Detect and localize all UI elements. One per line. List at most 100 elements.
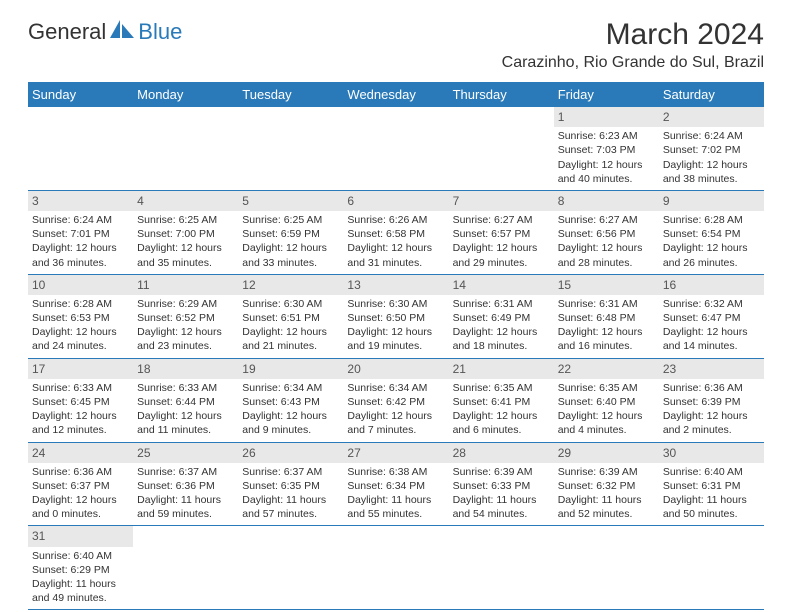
day-number: 20 bbox=[343, 359, 448, 379]
logo-sail-icon bbox=[110, 18, 136, 45]
day-cell: 2Sunrise: 6:24 AMSunset: 7:02 PMDaylight… bbox=[659, 107, 764, 190]
location-text: Carazinho, Rio Grande do Sul, Brazil bbox=[502, 54, 764, 72]
calendar-table: SundayMondayTuesdayWednesdayThursdayFrid… bbox=[28, 82, 764, 610]
day-number: 1 bbox=[554, 107, 659, 127]
day-number: 29 bbox=[554, 443, 659, 463]
empty-cell bbox=[238, 107, 343, 190]
day-details: Sunrise: 6:36 AMSunset: 6:39 PMDaylight:… bbox=[663, 381, 760, 438]
empty-cell bbox=[343, 526, 448, 610]
day-details: Sunrise: 6:39 AMSunset: 6:32 PMDaylight:… bbox=[558, 465, 655, 522]
day-number: 24 bbox=[28, 443, 133, 463]
day-details: Sunrise: 6:23 AMSunset: 7:03 PMDaylight:… bbox=[558, 129, 655, 186]
weekday-header: Sunday bbox=[28, 82, 133, 107]
month-title: March 2024 bbox=[502, 18, 764, 52]
day-details: Sunrise: 6:36 AMSunset: 6:37 PMDaylight:… bbox=[32, 465, 129, 522]
day-number: 21 bbox=[449, 359, 554, 379]
day-details: Sunrise: 6:30 AMSunset: 6:50 PMDaylight:… bbox=[347, 297, 444, 354]
day-details: Sunrise: 6:34 AMSunset: 6:42 PMDaylight:… bbox=[347, 381, 444, 438]
logo-text-general: General bbox=[28, 19, 106, 45]
day-cell: 25Sunrise: 6:37 AMSunset: 6:36 PMDayligh… bbox=[133, 442, 238, 526]
day-number: 13 bbox=[343, 275, 448, 295]
day-number: 15 bbox=[554, 275, 659, 295]
day-details: Sunrise: 6:35 AMSunset: 6:40 PMDaylight:… bbox=[558, 381, 655, 438]
day-details: Sunrise: 6:30 AMSunset: 6:51 PMDaylight:… bbox=[242, 297, 339, 354]
day-number: 12 bbox=[238, 275, 343, 295]
day-details: Sunrise: 6:40 AMSunset: 6:31 PMDaylight:… bbox=[663, 465, 760, 522]
header-right: March 2024 Carazinho, Rio Grande do Sul,… bbox=[502, 18, 764, 72]
day-number: 11 bbox=[133, 275, 238, 295]
day-number: 10 bbox=[28, 275, 133, 295]
day-cell: 22Sunrise: 6:35 AMSunset: 6:40 PMDayligh… bbox=[554, 358, 659, 442]
day-cell: 13Sunrise: 6:30 AMSunset: 6:50 PMDayligh… bbox=[343, 274, 448, 358]
weekday-header: Friday bbox=[554, 82, 659, 107]
day-cell: 19Sunrise: 6:34 AMSunset: 6:43 PMDayligh… bbox=[238, 358, 343, 442]
day-number: 31 bbox=[28, 526, 133, 546]
weekday-header: Saturday bbox=[659, 82, 764, 107]
day-cell: 18Sunrise: 6:33 AMSunset: 6:44 PMDayligh… bbox=[133, 358, 238, 442]
day-details: Sunrise: 6:27 AMSunset: 6:57 PMDaylight:… bbox=[453, 213, 550, 270]
day-number: 7 bbox=[449, 191, 554, 211]
day-number: 30 bbox=[659, 443, 764, 463]
day-number: 4 bbox=[133, 191, 238, 211]
day-cell: 30Sunrise: 6:40 AMSunset: 6:31 PMDayligh… bbox=[659, 442, 764, 526]
day-details: Sunrise: 6:24 AMSunset: 7:01 PMDaylight:… bbox=[32, 213, 129, 270]
day-details: Sunrise: 6:26 AMSunset: 6:58 PMDaylight:… bbox=[347, 213, 444, 270]
day-cell: 15Sunrise: 6:31 AMSunset: 6:48 PMDayligh… bbox=[554, 274, 659, 358]
day-number: 18 bbox=[133, 359, 238, 379]
weekday-row: SundayMondayTuesdayWednesdayThursdayFrid… bbox=[28, 82, 764, 107]
day-number: 6 bbox=[343, 191, 448, 211]
day-cell: 16Sunrise: 6:32 AMSunset: 6:47 PMDayligh… bbox=[659, 274, 764, 358]
day-cell: 7Sunrise: 6:27 AMSunset: 6:57 PMDaylight… bbox=[449, 190, 554, 274]
empty-cell bbox=[238, 526, 343, 610]
empty-cell bbox=[659, 526, 764, 610]
day-number: 19 bbox=[238, 359, 343, 379]
calendar-body: 1Sunrise: 6:23 AMSunset: 7:03 PMDaylight… bbox=[28, 107, 764, 610]
empty-cell bbox=[28, 107, 133, 190]
day-cell: 31Sunrise: 6:40 AMSunset: 6:29 PMDayligh… bbox=[28, 526, 133, 610]
day-cell: 20Sunrise: 6:34 AMSunset: 6:42 PMDayligh… bbox=[343, 358, 448, 442]
calendar-row: 17Sunrise: 6:33 AMSunset: 6:45 PMDayligh… bbox=[28, 358, 764, 442]
day-details: Sunrise: 6:38 AMSunset: 6:34 PMDaylight:… bbox=[347, 465, 444, 522]
weekday-header: Wednesday bbox=[343, 82, 448, 107]
day-details: Sunrise: 6:28 AMSunset: 6:54 PMDaylight:… bbox=[663, 213, 760, 270]
day-cell: 1Sunrise: 6:23 AMSunset: 7:03 PMDaylight… bbox=[554, 107, 659, 190]
day-cell: 29Sunrise: 6:39 AMSunset: 6:32 PMDayligh… bbox=[554, 442, 659, 526]
calendar-row: 10Sunrise: 6:28 AMSunset: 6:53 PMDayligh… bbox=[28, 274, 764, 358]
day-details: Sunrise: 6:24 AMSunset: 7:02 PMDaylight:… bbox=[663, 129, 760, 186]
day-cell: 5Sunrise: 6:25 AMSunset: 6:59 PMDaylight… bbox=[238, 190, 343, 274]
day-cell: 10Sunrise: 6:28 AMSunset: 6:53 PMDayligh… bbox=[28, 274, 133, 358]
day-cell: 27Sunrise: 6:38 AMSunset: 6:34 PMDayligh… bbox=[343, 442, 448, 526]
day-cell: 9Sunrise: 6:28 AMSunset: 6:54 PMDaylight… bbox=[659, 190, 764, 274]
day-cell: 3Sunrise: 6:24 AMSunset: 7:01 PMDaylight… bbox=[28, 190, 133, 274]
day-details: Sunrise: 6:25 AMSunset: 6:59 PMDaylight:… bbox=[242, 213, 339, 270]
day-details: Sunrise: 6:32 AMSunset: 6:47 PMDaylight:… bbox=[663, 297, 760, 354]
calendar-row: 24Sunrise: 6:36 AMSunset: 6:37 PMDayligh… bbox=[28, 442, 764, 526]
day-details: Sunrise: 6:34 AMSunset: 6:43 PMDaylight:… bbox=[242, 381, 339, 438]
day-details: Sunrise: 6:25 AMSunset: 7:00 PMDaylight:… bbox=[137, 213, 234, 270]
day-number: 27 bbox=[343, 443, 448, 463]
day-number: 28 bbox=[449, 443, 554, 463]
day-details: Sunrise: 6:37 AMSunset: 6:36 PMDaylight:… bbox=[137, 465, 234, 522]
empty-cell bbox=[554, 526, 659, 610]
calendar-row: 1Sunrise: 6:23 AMSunset: 7:03 PMDaylight… bbox=[28, 107, 764, 190]
day-cell: 11Sunrise: 6:29 AMSunset: 6:52 PMDayligh… bbox=[133, 274, 238, 358]
day-cell: 21Sunrise: 6:35 AMSunset: 6:41 PMDayligh… bbox=[449, 358, 554, 442]
day-details: Sunrise: 6:27 AMSunset: 6:56 PMDaylight:… bbox=[558, 213, 655, 270]
day-cell: 8Sunrise: 6:27 AMSunset: 6:56 PMDaylight… bbox=[554, 190, 659, 274]
day-details: Sunrise: 6:33 AMSunset: 6:45 PMDaylight:… bbox=[32, 381, 129, 438]
day-number: 26 bbox=[238, 443, 343, 463]
day-number: 23 bbox=[659, 359, 764, 379]
empty-cell bbox=[133, 526, 238, 610]
day-number: 8 bbox=[554, 191, 659, 211]
day-cell: 23Sunrise: 6:36 AMSunset: 6:39 PMDayligh… bbox=[659, 358, 764, 442]
weekday-header: Thursday bbox=[449, 82, 554, 107]
day-number: 17 bbox=[28, 359, 133, 379]
day-cell: 4Sunrise: 6:25 AMSunset: 7:00 PMDaylight… bbox=[133, 190, 238, 274]
empty-cell bbox=[343, 107, 448, 190]
logo-text-blue: Blue bbox=[138, 19, 182, 45]
day-details: Sunrise: 6:28 AMSunset: 6:53 PMDaylight:… bbox=[32, 297, 129, 354]
day-cell: 14Sunrise: 6:31 AMSunset: 6:49 PMDayligh… bbox=[449, 274, 554, 358]
day-cell: 26Sunrise: 6:37 AMSunset: 6:35 PMDayligh… bbox=[238, 442, 343, 526]
logo: General Blue bbox=[28, 18, 182, 45]
empty-cell bbox=[449, 526, 554, 610]
